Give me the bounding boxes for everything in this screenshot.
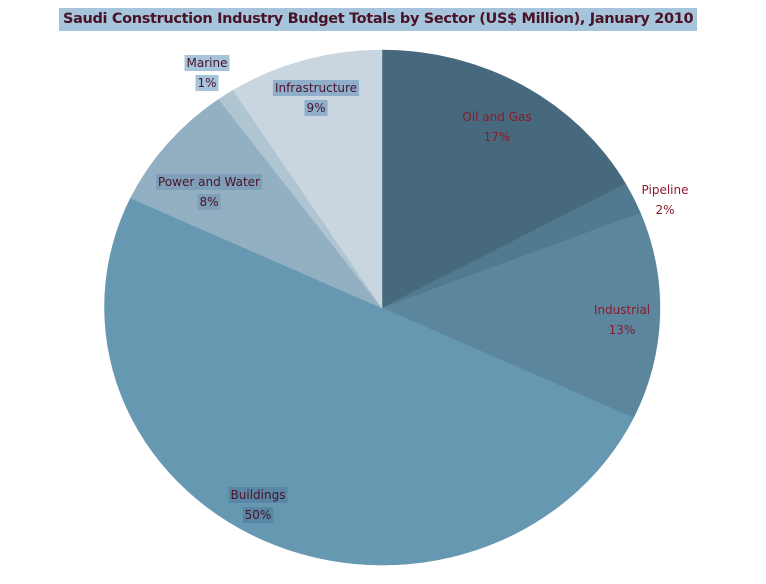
- slice-label-oil-and-gas: Oil and Gas 17%: [462, 110, 531, 144]
- slice-label-name: Oil and Gas: [462, 110, 531, 124]
- slice-label-name: Infrastructure: [275, 81, 357, 95]
- label-highlight: [156, 174, 263, 190]
- pie-slices: [104, 49, 661, 566]
- pie-labels: Oil and Gas 17% Pipeline 2% Industrial 13% Bui…: [156, 55, 688, 523]
- slice-label-marine: Marine 1%: [184, 55, 230, 91]
- slice-label-name: Marine: [187, 56, 228, 70]
- chart-title: Saudi Construction Industry Budget Total…: [59, 8, 698, 31]
- slice-label-name: Buildings: [231, 488, 286, 502]
- label-highlight: [197, 194, 221, 210]
- slice-label-percent: 50%: [245, 508, 272, 522]
- pie-slice-oil-and-gas: [381, 49, 626, 309]
- slice-label-percent: 9%: [306, 101, 325, 115]
- slice-label-name: Industrial: [594, 303, 650, 317]
- slice-label-industrial: Industrial 13%: [594, 303, 650, 337]
- pie-slice-buildings: [104, 197, 634, 566]
- slice-label-percent: 17%: [484, 130, 511, 144]
- label-highlight: [304, 100, 328, 116]
- slice-label-power-and-water: Power and Water 8%: [156, 174, 263, 210]
- label-highlight: [242, 507, 274, 523]
- slice-label-buildings: Buildings 50%: [228, 487, 288, 523]
- pie-slice-infrastructure: [232, 49, 383, 309]
- slice-label-name: Pipeline: [642, 183, 689, 197]
- slice-label-percent: 13%: [609, 323, 636, 337]
- pie-slice-power-and-water: [130, 98, 383, 309]
- slice-label-percent: 1%: [197, 76, 216, 90]
- label-highlight: [272, 80, 360, 96]
- slice-label-percent: 8%: [199, 195, 218, 209]
- pie-slice-industrial: [381, 212, 661, 419]
- slice-label-name: Power and Water: [158, 175, 260, 189]
- label-highlight: [228, 487, 288, 503]
- label-highlight: [184, 55, 230, 71]
- slice-label-infrastructure: Infrastructure 9%: [272, 80, 360, 116]
- label-highlight: [195, 75, 219, 91]
- slice-label-pipeline: Pipeline 2%: [642, 183, 689, 217]
- slice-label-percent: 2%: [655, 203, 674, 217]
